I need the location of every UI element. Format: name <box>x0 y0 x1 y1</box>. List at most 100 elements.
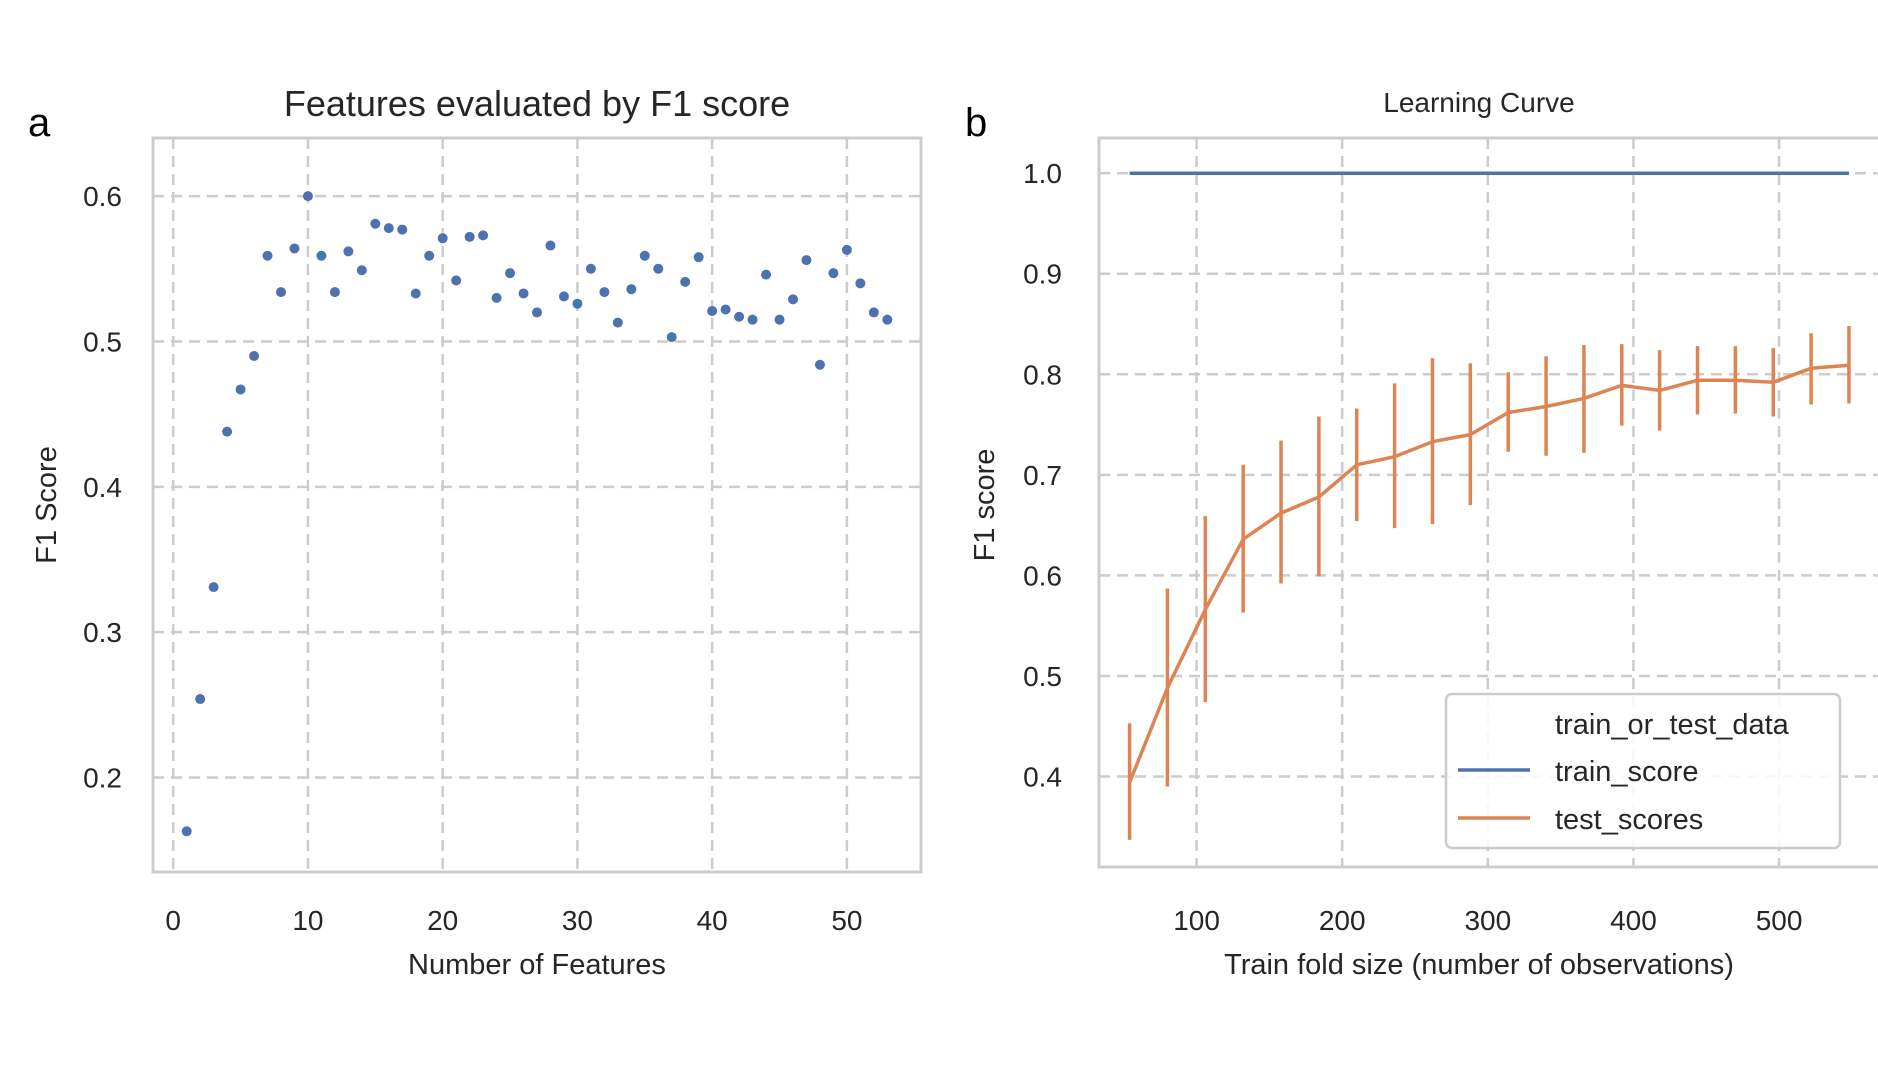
scatter-point <box>585 263 596 274</box>
scatter-point <box>249 351 260 362</box>
scatter-point <box>262 250 273 261</box>
scatter-point <box>639 250 650 261</box>
scatter-point <box>707 305 718 316</box>
scatter-point <box>761 269 772 280</box>
scatter-point <box>383 223 394 234</box>
scatter-point <box>343 246 354 257</box>
scatter-point <box>316 250 327 261</box>
panel-a-frame <box>151 136 923 874</box>
panel-a-x-tick-label: 50 <box>831 905 862 936</box>
scatter-point <box>464 231 475 242</box>
scatter-point <box>720 304 731 315</box>
panel-b-y-tick-label: 0.5 <box>1023 661 1062 692</box>
scatter-point <box>222 426 233 437</box>
scatter-point <box>397 224 408 235</box>
panel-b-x-tick-label: 100 <box>1173 905 1220 936</box>
scatter-point <box>370 218 381 229</box>
scatter-point <box>437 233 448 244</box>
scatter-point <box>747 314 758 325</box>
scatter-point <box>424 250 435 261</box>
panel-a-scatter-points <box>181 191 893 837</box>
panel-b-x-tick-label: 200 <box>1319 905 1366 936</box>
scatter-point <box>181 826 192 837</box>
panel-a-y-tick-labels: 0.2 0.3 0.4 0.5 0.6 <box>83 181 122 793</box>
scatter-point <box>572 298 583 309</box>
panel-b-x-tick-label: 300 <box>1464 905 1511 936</box>
scatter-point <box>545 240 556 251</box>
scatter-point <box>626 284 637 295</box>
scatter-point <box>612 317 623 328</box>
scatter-point <box>680 276 691 287</box>
panel-a-x-tick-label: 10 <box>292 905 323 936</box>
panel-b-y-tick-label: 0.7 <box>1023 460 1062 491</box>
panel-a-x-axis-label: Number of Features <box>408 949 666 981</box>
panel-b-y-tick-label: 0.6 <box>1023 560 1062 591</box>
panel-b: b Learning Curve 100 200 300 400 500 0.40.50… <box>965 87 1878 981</box>
panel-b-legend: train_or_test_data train_score test_scor… <box>1444 692 1842 850</box>
panel-a: a Features evaluated by F1 score 0 10 20 30… <box>28 83 923 981</box>
panel-b-y-tick-labels: 0.4 0.5 0.6 0.7 0.8 0.9 1.0 <box>1023 158 1062 792</box>
scatter-point <box>653 263 664 274</box>
scatter-point <box>666 332 677 343</box>
scatter-point <box>734 311 745 322</box>
panel-b-y-tick-label: 0.9 <box>1023 259 1062 290</box>
scatter-point <box>491 292 502 303</box>
scatter-point <box>356 265 367 276</box>
panel-a-x-tick-label: 30 <box>562 905 593 936</box>
legend-label-test-scores: test_scores <box>1555 804 1703 836</box>
panel-a-x-tick-label: 20 <box>427 905 458 936</box>
scatter-point <box>235 384 246 395</box>
scatter-point <box>774 314 785 325</box>
scatter-point <box>532 307 542 318</box>
panel-b-x-axis-label: Train fold size (number of observations) <box>1224 949 1734 981</box>
scatter-point <box>868 307 879 318</box>
panel-b-frame <box>1097 136 1878 869</box>
scatter-point <box>276 287 286 298</box>
scatter-point <box>478 230 489 241</box>
scatter-point <box>882 314 893 325</box>
panel-a-letter: a <box>28 101 51 145</box>
scatter-point <box>558 291 569 302</box>
test-scores-line <box>1127 363 1850 784</box>
panel-b-test-scores-series <box>1127 363 1850 784</box>
panel-a-x-tick-labels: 0 10 20 30 40 50 <box>165 905 862 936</box>
panel-b-y-axis-label: F1 score <box>969 449 1001 562</box>
panel-b-x-tick-label: 500 <box>1756 905 1803 936</box>
scatter-point <box>451 275 462 286</box>
panel-b-x-tick-label: 400 <box>1610 905 1657 936</box>
scatter-point <box>289 243 300 254</box>
scatter-point <box>195 694 206 705</box>
scatter-point <box>828 268 839 279</box>
scatter-point <box>410 288 421 299</box>
legend-label-train-score: train_score <box>1555 756 1698 788</box>
panel-a-title: Features evaluated by F1 score <box>284 83 790 124</box>
scatter-point <box>329 287 340 298</box>
panel-a-y-tick-label: 0.2 <box>83 763 122 794</box>
legend-box <box>1444 692 1842 850</box>
panel-b-y-tick-label: 0.8 <box>1023 359 1062 390</box>
scatter-point <box>814 359 825 370</box>
panel-a-y-axis-label: F1 Score <box>31 446 63 564</box>
panel-b-title: Learning Curve <box>1383 87 1574 118</box>
panel-a-x-tick-label: 0 <box>165 905 181 936</box>
scatter-point <box>302 191 313 202</box>
panel-a-y-tick-label: 0.3 <box>83 617 122 648</box>
panel-a-grid <box>153 138 921 872</box>
panel-b-x-tick-labels: 100 200 300 400 500 <box>1173 905 1802 936</box>
scatter-point <box>841 244 852 255</box>
panel-b-y-tick-label: 1.0 <box>1023 158 1062 189</box>
scatter-point <box>518 288 529 299</box>
scatter-point <box>855 278 866 289</box>
panel-a-y-tick-label: 0.4 <box>83 472 122 503</box>
legend-title: train_or_test_data <box>1555 709 1790 741</box>
scatter-point <box>801 255 812 266</box>
panel-a-y-tick-label: 0.6 <box>83 181 122 212</box>
panel-b-letter: b <box>965 101 987 145</box>
panel-b-y-tick-label: 0.4 <box>1023 762 1062 793</box>
scatter-point <box>505 268 516 279</box>
scatter-point <box>693 252 704 263</box>
scatter-point <box>208 582 219 593</box>
panel-a-x-tick-label: 40 <box>697 905 728 936</box>
